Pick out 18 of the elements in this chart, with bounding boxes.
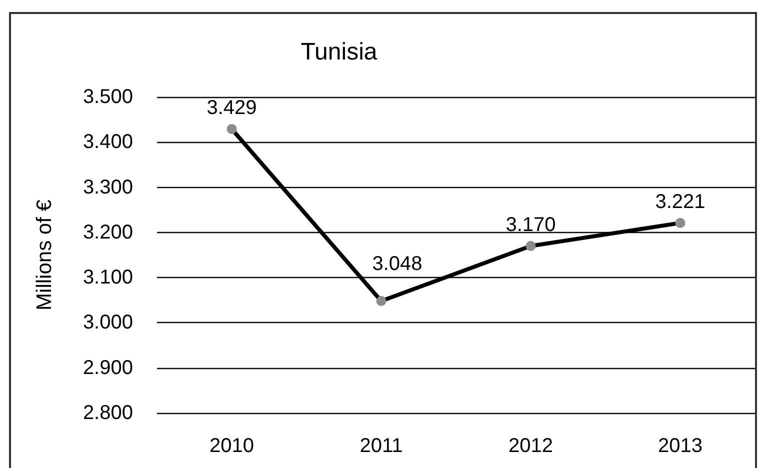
data-label: 3.048 xyxy=(372,253,422,276)
chart-title: Tunisia xyxy=(300,38,378,66)
x-tick-label: 2011 xyxy=(360,435,403,457)
y-tick-label: 2.900 xyxy=(82,356,133,379)
y-tick-label: 3.300 xyxy=(82,176,133,198)
y-tick-label: 3.000 xyxy=(82,312,133,334)
y-tick-label: 2.800 xyxy=(82,402,133,424)
data-label: 3.429 xyxy=(206,97,257,120)
y-axis-title: Millions of € xyxy=(33,199,56,310)
y-tick-label: 3.500 xyxy=(82,86,133,108)
x-tick-label: 2012 xyxy=(508,435,553,457)
data-label: 3.170 xyxy=(506,214,556,236)
y-tick-label: 3.400 xyxy=(82,131,133,154)
y-tick-label: 3.100 xyxy=(82,266,133,289)
x-tick-label: 2013 xyxy=(658,435,702,457)
y-tick-label: 3.200 xyxy=(82,221,133,244)
data-label: 3.221 xyxy=(655,190,706,213)
x-tick-label: 2010 xyxy=(210,435,254,457)
